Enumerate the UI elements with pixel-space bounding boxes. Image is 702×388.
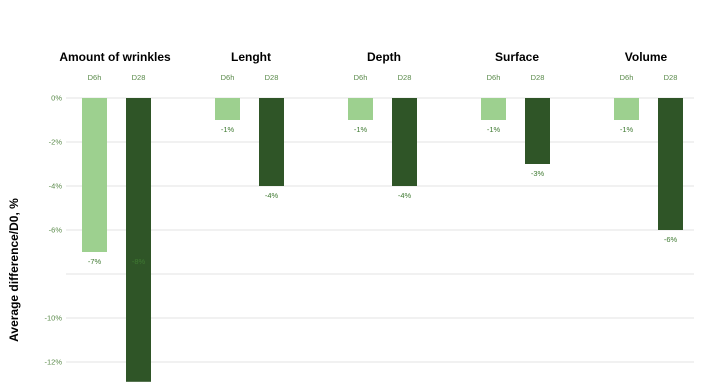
labels: 0% -2% -4% -6% -10% -12% Amount of wrinkles Len… (44, 50, 677, 367)
data-label: -1% (620, 125, 634, 134)
y-tick-label: -4% (49, 182, 63, 191)
category-title: Amount of wrinkles (59, 50, 171, 64)
data-label: -4% (265, 191, 279, 200)
series-label: D6h (88, 73, 102, 82)
data-label: -1% (221, 125, 235, 134)
bars (82, 98, 683, 382)
y-tick-label: -6% (49, 226, 63, 235)
bar (525, 98, 550, 164)
data-label: -8% (132, 257, 146, 266)
y-tick-label: -10% (44, 314, 62, 323)
bar (126, 98, 151, 382)
y-axis-label: Average difference/D0, % (7, 198, 21, 342)
gridlines (66, 97, 694, 363)
category-title: Volume (625, 50, 668, 64)
data-label: -3% (531, 169, 545, 178)
data-label: -4% (398, 191, 412, 200)
bar (392, 98, 417, 186)
category-title: Surface (495, 50, 539, 64)
series-label: D28 (398, 73, 412, 82)
data-label: -1% (354, 125, 368, 134)
data-label: -1% (487, 125, 501, 134)
bar (259, 98, 284, 186)
data-label: -7% (88, 257, 102, 266)
series-label: D6h (487, 73, 501, 82)
series-label: D28 (132, 73, 146, 82)
bar (348, 98, 373, 120)
data-label: -6% (664, 235, 678, 244)
bar (215, 98, 240, 120)
y-tick-label: -12% (44, 358, 62, 367)
bar (82, 98, 107, 252)
series-label: D28 (664, 73, 678, 82)
series-label: D6h (221, 73, 235, 82)
series-label: D28 (531, 73, 545, 82)
y-tick-label: 0% (51, 94, 62, 103)
bar (658, 98, 683, 230)
y-tick-label: -2% (49, 138, 63, 147)
series-label: D6h (620, 73, 634, 82)
bar (614, 98, 639, 120)
bar (481, 98, 506, 120)
category-title: Lenght (231, 50, 271, 64)
category-title: Depth (367, 50, 401, 64)
series-label: D28 (265, 73, 279, 82)
series-label: D6h (354, 73, 368, 82)
